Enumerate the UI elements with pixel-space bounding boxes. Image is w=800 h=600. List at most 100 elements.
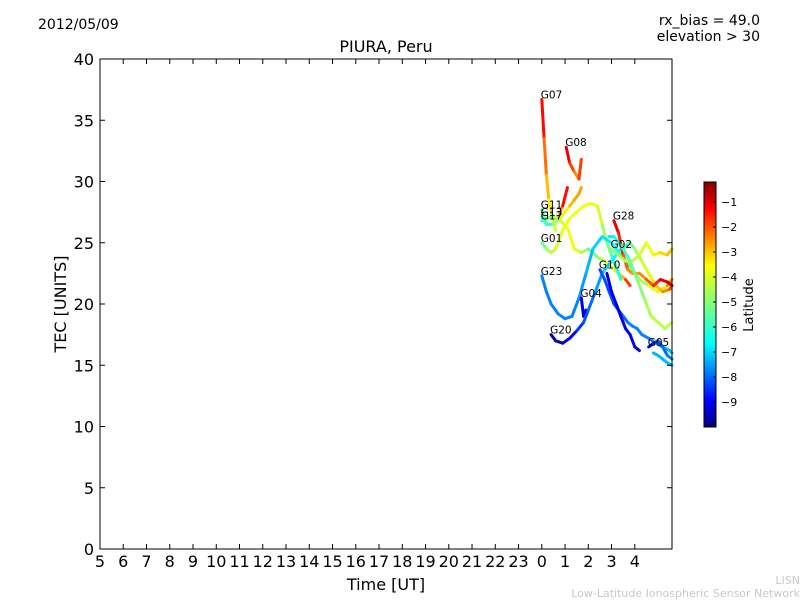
series-segment: [628, 259, 639, 281]
x-tick-label: 9: [188, 552, 198, 571]
series-segment: [635, 278, 646, 300]
series-label-g02: G02: [611, 239, 633, 251]
x-tick-label: 7: [141, 552, 151, 571]
series-segment: [575, 320, 586, 333]
series-label-g23: G23: [541, 266, 563, 278]
credit-acronym: LISN: [775, 574, 800, 587]
x-axis-label: Time [UT]: [346, 575, 425, 594]
series-segment: [637, 271, 648, 281]
series-segment: [665, 247, 674, 257]
series-segment: [584, 247, 595, 275]
series-segment: [649, 314, 660, 324]
y-tick-label: 10: [74, 418, 94, 437]
series-segment: [577, 271, 588, 300]
series-segment: [582, 308, 590, 324]
y-tick-label: 5: [84, 479, 94, 498]
x-tick-label: 11: [229, 552, 249, 571]
series-segment: [621, 247, 632, 263]
series-label-g20: G20: [550, 325, 572, 337]
series-unlabeled: [607, 235, 674, 330]
colorbar: [703, 181, 717, 428]
series-g04: [579, 296, 588, 318]
series-segment: [598, 268, 607, 281]
series-segment: [628, 333, 637, 349]
colorbar-tick-label: −8: [721, 371, 737, 384]
series-label-g08: G08: [565, 137, 587, 149]
series-segment: [610, 247, 623, 263]
plot-frame: [99, 58, 673, 550]
colorbar-tick-label: −5: [721, 296, 737, 309]
series-segment: [661, 345, 669, 357]
series-segment: [610, 247, 620, 257]
series-segment: [593, 271, 604, 294]
colorbar-tick-label: −6: [721, 321, 737, 334]
colorbar-label: Latitude: [742, 278, 757, 332]
series-segment: [663, 320, 674, 330]
series-label-g05: G05: [648, 337, 670, 349]
series-label-g13: G13: [541, 207, 563, 219]
series-segment: [575, 204, 586, 214]
series-label-g11: G11: [541, 200, 563, 212]
x-tick-label: 18: [392, 552, 412, 571]
series-segment: [647, 284, 660, 294]
series-segment: [624, 278, 632, 288]
series-segment: [540, 274, 548, 294]
series-segment: [549, 302, 560, 316]
y-axis-label: TEC [UNITS]: [51, 256, 70, 354]
series-segment: [614, 265, 623, 281]
chart-title: PIURA, Peru: [339, 37, 432, 56]
series-segment: [603, 278, 611, 294]
series-segment: [651, 278, 662, 288]
series-label-g28: G28: [613, 211, 635, 223]
x-tick-label: 13: [276, 552, 296, 571]
series-segment: [619, 314, 627, 330]
series-label-g07: G07: [541, 89, 563, 101]
y-tick-label: 15: [74, 356, 94, 375]
colorbar-tick-label: −2: [721, 221, 737, 234]
x-tick-label: 16: [346, 552, 366, 571]
colorbar-tick-label: −1: [721, 196, 737, 209]
series-segment: [656, 320, 667, 330]
x-tick-label: 15: [322, 552, 342, 571]
series-segment: [591, 235, 604, 251]
series-label-g04: G04: [580, 288, 602, 300]
series-segment: [610, 253, 618, 269]
series-segment: [637, 278, 651, 288]
series-label-g10: G10: [599, 260, 621, 272]
x-tick-label: 23: [508, 552, 528, 571]
series-unlabeled: [605, 271, 641, 353]
x-tick-label: 3: [606, 552, 616, 571]
colorbar-tick-label: −7: [721, 346, 737, 359]
series-label-g01: G01: [541, 233, 563, 245]
x-tick-label: 4: [630, 552, 640, 571]
series-segment: [544, 290, 553, 306]
x-tick-label: 10: [206, 552, 226, 571]
x-tick-label: 2: [583, 552, 593, 571]
y-tick-label: 0: [84, 540, 94, 559]
y-tick-label: 20: [74, 295, 94, 314]
series-segment: [644, 241, 655, 257]
series-segment: [540, 97, 546, 141]
credit-block: LISN Low-Latitude Ionospheric Sensor Net…: [571, 574, 800, 600]
series-segment: [568, 161, 576, 174]
x-tick-label: 17: [369, 552, 389, 571]
series-segment: [605, 271, 613, 294]
x-tick-label: 8: [165, 552, 175, 571]
series-segment: [640, 259, 651, 275]
series-label-g17: G17: [541, 211, 563, 223]
rx-bias-label: rx_bias = 49.0: [658, 13, 760, 29]
series-unlabeled: [651, 351, 674, 367]
series-segment: [665, 280, 674, 288]
series-segment: [561, 216, 572, 232]
series-g05: [647, 339, 674, 361]
series-segment: [554, 229, 565, 251]
x-tick-label: 1: [560, 552, 570, 571]
series-segment: [605, 241, 613, 257]
series-segment: [564, 145, 572, 165]
elevation-label: elevation > 30: [656, 29, 760, 45]
x-tick-label: 19: [415, 552, 435, 571]
series-segment: [577, 157, 583, 181]
series-segment: [565, 226, 576, 251]
